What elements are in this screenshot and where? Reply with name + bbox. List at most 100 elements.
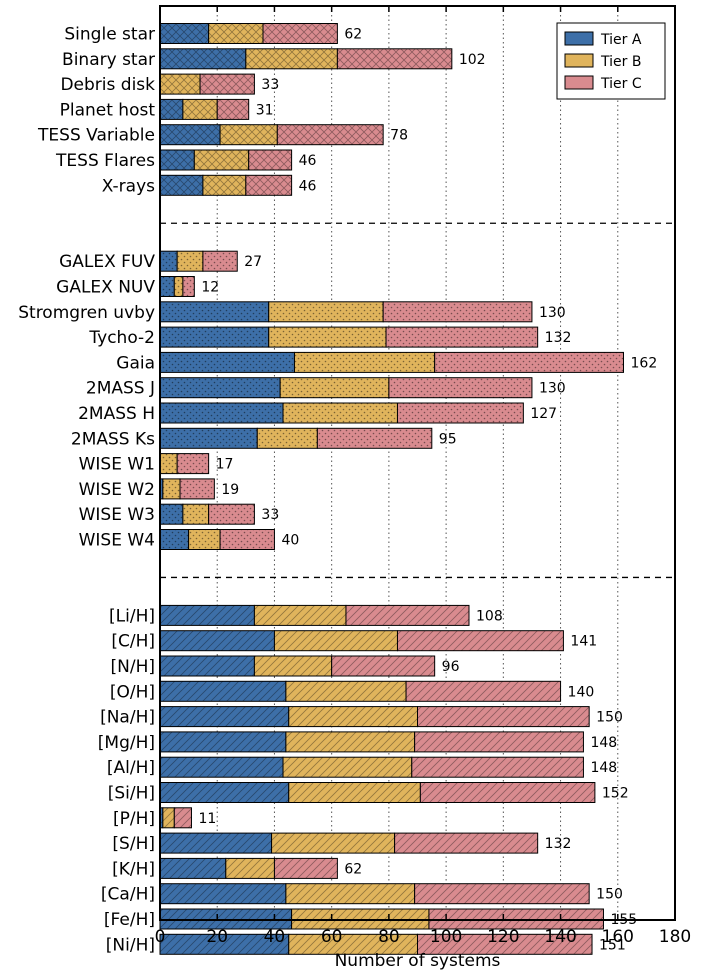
plot-frame	[159, 5, 676, 921]
category-label: Single star	[64, 25, 155, 45]
category-label: X-rays	[102, 176, 155, 196]
category-label: GALEX NUV	[56, 278, 155, 298]
category-label: [Al/H]	[107, 758, 155, 778]
bar-segment-outline	[159, 301, 270, 323]
bar-segment-outline	[176, 453, 210, 475]
bar-segment-outline	[182, 503, 210, 525]
total-label: 141	[570, 634, 597, 650]
total-label: 95	[439, 431, 457, 447]
category-label: WISE W4	[79, 531, 155, 551]
bar-segment-outline	[336, 48, 453, 70]
bar-segment-outline	[417, 933, 593, 955]
x-tick-label: 20	[206, 927, 228, 947]
category-label: WISE W2	[79, 480, 155, 500]
total-label: 130	[539, 381, 566, 397]
bar-segment-outline	[162, 478, 181, 500]
bar-segment-outline	[394, 832, 539, 854]
bar-segment-outline	[159, 680, 287, 702]
x-tick-label: 40	[264, 927, 286, 947]
category-label: [Li/H]	[109, 606, 155, 626]
bar-segment-outline	[162, 807, 175, 829]
bar-segment-outline	[159, 832, 273, 854]
bar-segment-outline	[268, 301, 384, 323]
bar-segment-outline	[202, 174, 247, 196]
x-tick-label: 140	[544, 927, 576, 947]
bar-segment-outline	[331, 655, 436, 677]
bar-segment-outline	[173, 276, 184, 297]
total-label: 108	[476, 608, 503, 624]
total-label: 19	[221, 482, 239, 498]
total-label: 46	[299, 153, 317, 169]
total-label: 40	[281, 533, 299, 549]
total-label: 148	[590, 735, 617, 751]
total-labels: 62 102 33 31 78 46 46 27 12 130 132 162 130 127 95 17 19…	[198, 27, 657, 954]
x-tick-label: 0	[155, 927, 166, 947]
x-axis-ticks: 0 20 40 60 80 100 120 140 160 180	[155, 6, 691, 947]
bar-segment-outline	[159, 326, 270, 348]
bar-segment-outline	[388, 377, 533, 399]
x-axis-title: Number of systems	[335, 951, 501, 971]
x-tick-label: 180	[659, 927, 691, 947]
bar-segment-outline	[273, 630, 398, 652]
bar-segment-outline	[417, 706, 590, 728]
bar-segment-outline	[176, 250, 204, 272]
bars	[159, 23, 624, 955]
bar-segment-outline	[159, 883, 287, 905]
total-label: 31	[256, 102, 274, 118]
category-label: TESS Variable	[37, 126, 155, 146]
category-label: Planet host	[60, 100, 156, 120]
bar-segment-outline	[414, 883, 590, 905]
category-label: WISE W3	[79, 505, 155, 525]
bar-segment-outline	[256, 427, 318, 449]
bar-segment-outline	[202, 250, 238, 272]
bar-segment-outline	[285, 883, 416, 905]
total-label: 148	[590, 760, 617, 776]
bar-segment-outline	[159, 149, 195, 171]
category-label: [Na/H]	[100, 708, 155, 728]
bar-segment-outline	[159, 782, 290, 803]
total-label: 132	[545, 330, 572, 346]
bar-segment-outline	[159, 503, 184, 525]
total-label: 132	[545, 836, 572, 852]
category-label: [O/H]	[110, 682, 155, 702]
total-label: 33	[261, 77, 279, 93]
bar-segment-outline	[173, 807, 192, 829]
total-label: 17	[216, 457, 234, 473]
category-label: [Mg/H]	[98, 733, 155, 753]
bar-segment-outline	[385, 326, 539, 348]
category-label: Binary star	[62, 50, 155, 70]
bar-segment-outline	[396, 630, 564, 652]
category-label: 2MASS H	[78, 404, 155, 424]
bar-segment-outline	[293, 351, 436, 373]
legend-label: Tier C	[600, 76, 642, 92]
group-separators	[160, 222, 675, 579]
bar-segment-outline	[159, 250, 178, 272]
bar-segment-outline	[159, 98, 184, 120]
bar-segment-outline	[245, 174, 293, 196]
bar-segment-outline	[288, 782, 421, 803]
bar-segment-outline	[159, 630, 275, 652]
category-label: Tycho-2	[88, 328, 155, 348]
legend-swatch	[564, 53, 594, 68]
total-label: 62	[344, 861, 362, 877]
category-label: [N/H]	[111, 657, 156, 677]
bar-segment-outline	[159, 48, 247, 70]
bar-segment-outline	[182, 98, 218, 120]
bar-segment-outline	[159, 174, 204, 196]
total-label: 150	[596, 710, 623, 726]
bar-segment-outline	[159, 377, 281, 399]
bar-segment-outline	[159, 529, 190, 550]
total-label: 27	[244, 254, 262, 270]
bar-segment-outline	[268, 326, 387, 348]
bar-segment-outline	[253, 655, 333, 677]
bar-segment-outline	[208, 503, 255, 525]
legend-label: Tier B	[600, 54, 641, 70]
category-label: [C/H]	[111, 632, 155, 652]
total-label: 150	[596, 887, 623, 903]
category-label: GALEX FUV	[59, 252, 155, 272]
bar-segment-outline	[248, 149, 293, 171]
bar-segment-outline	[405, 680, 562, 702]
total-label: 140	[568, 684, 595, 700]
category-label: WISE W1	[79, 455, 155, 475]
